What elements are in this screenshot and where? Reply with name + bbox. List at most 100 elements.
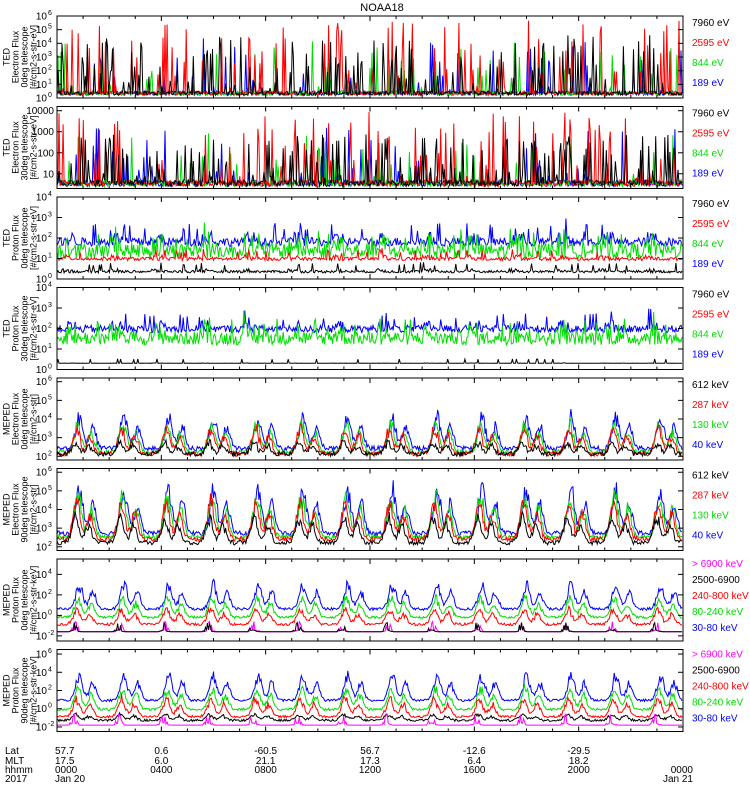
panel-4-ylabel-line-2: Proton Flux: [11, 305, 21, 352]
panel-8-ytick-label-2: 10: [36, 686, 48, 697]
panel-8-legend-1: > 6900 keV: [692, 650, 743, 661]
panel-6-series-1-line: [56, 480, 683, 538]
panel-1-ytick-exponent-5: 5: [48, 24, 52, 31]
panel-4-series-2-line: [56, 310, 683, 347]
footer-date-tick-0: Jan 20: [55, 774, 86, 785]
footer-lat-tick-1: 0.6: [154, 746, 169, 757]
panel-6-series-3-line: [56, 493, 683, 543]
panel-7-series-5-line: [57, 621, 682, 633]
panel-6-ytick-exponent-3: 5: [48, 485, 52, 492]
panel-2-legend-3: 844 eV: [692, 149, 724, 160]
panel-1-ytick-exponent-1: 1: [48, 78, 52, 85]
panel-8-ytick-label-3: 10: [36, 668, 48, 679]
footer-hhmm-tick-4: 1600: [463, 765, 486, 776]
panel-5-series-3-line: [56, 422, 683, 458]
panel-6-ytick-exponent-4: 6: [48, 466, 52, 473]
footer-mlt-tick-1: 6.0: [154, 756, 169, 767]
panel-1-ylabel-line-4: [#/cm2-s-str-eV]: [29, 25, 39, 89]
footer-row-mlt-label: MLT: [5, 756, 25, 767]
panel-6-ylabel-line-3: 90deg telescope: [20, 476, 30, 542]
panel-6-ytick-exponent-0: 2: [48, 541, 52, 548]
panel-7-ytick-label-3: 10: [36, 570, 48, 581]
chart-title: NOAA18: [360, 2, 403, 14]
footer-mlt-tick-4: 6.4: [467, 756, 482, 767]
panel-1-legend-2: 2595 eV: [692, 38, 730, 49]
footer-hhmm-tick-2: 0800: [254, 765, 277, 776]
footer-hhmm-tick-1: 0400: [150, 765, 173, 776]
panel-8-legend-2: 2500-6900: [692, 666, 740, 677]
panel-3-ylabel-line-4: [#/cm2-s-str-eV]: [29, 206, 39, 270]
panel-5-series-4-line: [56, 438, 683, 458]
panel-4-ytick-label-1: 10: [36, 345, 48, 356]
footer-hhmm-tick-0: 0000: [55, 765, 78, 776]
panel-3-ytick-label-4: 10: [36, 193, 48, 204]
panel-7-ylabel-line-2: Proton Flux: [11, 576, 21, 623]
panel-4-series-3-line: [56, 357, 682, 364]
panel-2-ylabel: TEDElectron Flux30deg telescope[#/cm2-s-…: [2, 114, 39, 180]
panel-2-ytick-label-0: 10: [43, 169, 55, 180]
panel-3-ytick-label-0: 10: [36, 275, 48, 286]
panel-6-ylabel: MEPEDElectron Flux90deg telescope[#/cm2-…: [2, 476, 39, 542]
panel-3-legend-4: 189 eV: [692, 259, 724, 270]
panel-6-legend-2: 287 keV: [692, 491, 729, 502]
panel-4-ylabel-line-1: TED: [2, 319, 12, 338]
panel-4-ytick-label-0: 10: [36, 365, 48, 376]
panel-2-series-3-line: [56, 111, 683, 189]
panel-2-legend-4: 189 eV: [692, 169, 724, 180]
panel-1-ytick-label-6: 10: [36, 12, 48, 23]
panel-4-ylabel-line-3: 30deg telescope: [20, 295, 30, 361]
footer-lat-tick-0: 57.7: [55, 746, 75, 757]
panel-1-ytick-label-1: 10: [36, 80, 48, 91]
panel-4-ytick-exponent-1: 1: [48, 343, 52, 350]
footer-lat-tick-3: 56.7: [360, 746, 380, 757]
panel-5-ytick-label-4: 10: [36, 377, 48, 388]
panel-6-ytick-label-4: 10: [36, 468, 48, 479]
panel-6-ylabel-line-4: [#/cm2-s-str]: [29, 484, 39, 534]
panel-6-ytick-exponent-2: 4: [48, 504, 52, 511]
panel-6-ytick-label-0: 10: [36, 542, 48, 553]
panel-4-ytick-exponent-3: 3: [48, 302, 52, 309]
panel-1-ylabel-line-3: 0deg telescope: [20, 26, 30, 87]
panel-7-legend-4: 80-240 keV: [692, 607, 743, 618]
panel-4-legend-1: 7960 eV: [692, 290, 730, 301]
panel-2-ytick-label-2: 1000: [32, 127, 55, 138]
panel-4-ytick-exponent-2: 2: [48, 323, 52, 330]
panel-4-legend-2: 2595 eV: [692, 310, 730, 321]
panel-4-legend-3: 844 eV: [692, 330, 724, 341]
panel-7-legend-3: 240-800 keV: [692, 591, 749, 602]
panel-8-ylabel-line-3: 90deg telescope: [20, 657, 30, 723]
panel-5-ylabel-line-2: Electron Flux: [11, 392, 21, 445]
panel-3-ytick-exponent-4: 4: [48, 191, 52, 198]
panel-1-ytick-label-3: 10: [36, 53, 48, 64]
panel-7-legend-2: 2500-6900: [692, 575, 740, 586]
panel-6-ytick-label-2: 10: [36, 505, 48, 516]
footer-lat-tick-4: -12.6: [462, 746, 486, 757]
panel-1-ylabel-line-2: Electron Flux: [11, 30, 21, 83]
panel-7-series-1-line: [56, 578, 683, 612]
panel-5-ytick-label-3: 10: [36, 396, 48, 407]
panel-1-ytick-exponent-6: 6: [48, 10, 52, 17]
panel-5-ytick-exponent-0: 2: [48, 450, 52, 457]
panel-7-series-2-line: [56, 593, 682, 620]
panel-4-legend-4: 189 eV: [692, 350, 724, 361]
panel-5-ytick-exponent-2: 4: [48, 413, 52, 420]
panel-2-ytick-label-1: 100: [37, 148, 54, 159]
footer-mlt-tick-0: 17.5: [55, 756, 75, 767]
panel-3-ytick-exponent-1: 1: [48, 253, 52, 260]
panel-8-legend-4: 80-240 keV: [692, 698, 743, 709]
panel-8-legend-3: 240-800 keV: [692, 682, 749, 693]
panel-2-ylabel-line-2: Electron Flux: [11, 121, 21, 174]
panel-2-legend-1: 7960 eV: [692, 109, 730, 120]
panel-3-series-2-line: [56, 222, 683, 260]
panel-7-ytick-label-1: 10: [36, 611, 48, 622]
panel-3-legend-2: 2595 eV: [692, 219, 730, 230]
panel-7-ytick-exponent-3: 4: [48, 568, 52, 575]
panel-1-ytick-exponent-4: 4: [48, 37, 52, 44]
